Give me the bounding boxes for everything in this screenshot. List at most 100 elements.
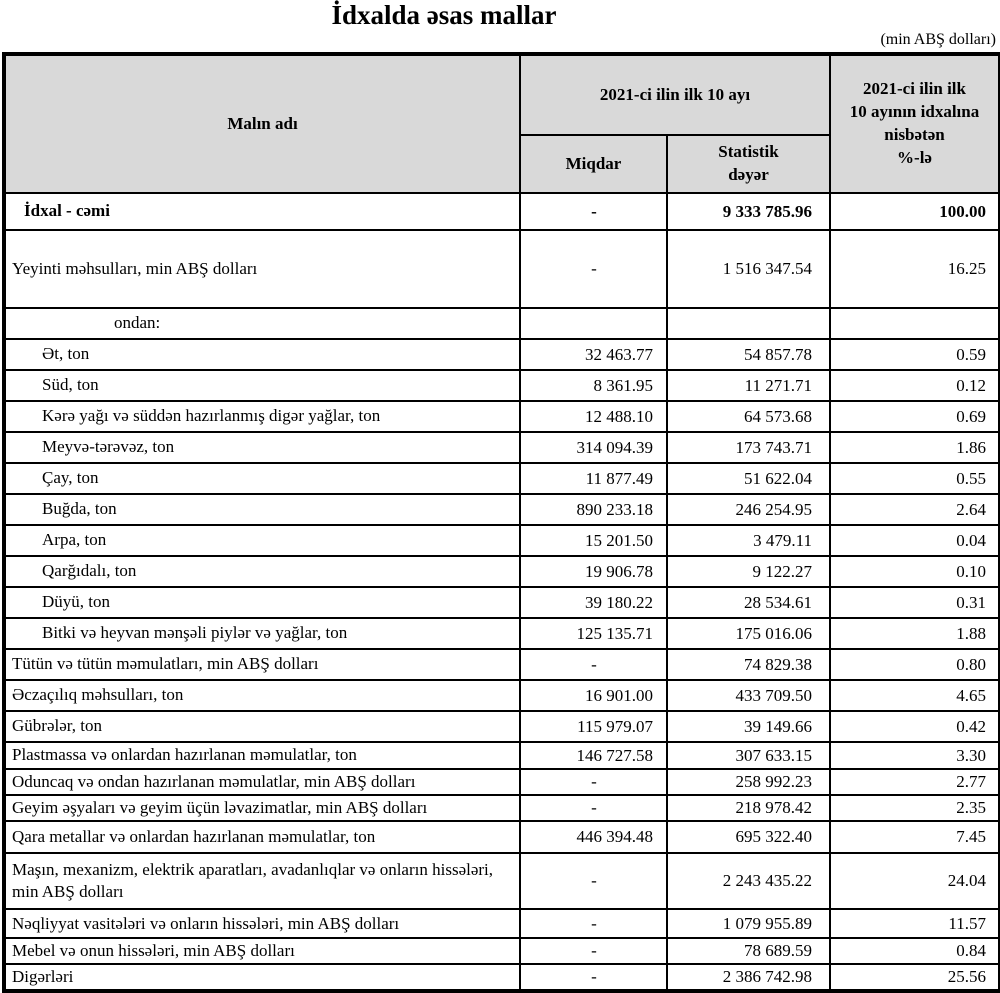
table-header: Malın adı 2021-ci ilin ilk 10 ayı 2021-c… <box>3 53 1000 194</box>
quantity-cell: - <box>519 908 668 940</box>
product-name-cell: Ət, ton <box>3 338 521 371</box>
percent-cell: 0.12 <box>829 369 1000 402</box>
header-row-1: Malın adı 2021-ci ilin ilk 10 ayı 2021-c… <box>3 53 1000 194</box>
table-row: Kərə yağı və süddən hazırlanmış digər ya… <box>3 400 1000 433</box>
stat-value-cell: 54 857.78 <box>666 338 831 371</box>
percent-cell: 1.86 <box>829 431 1000 464</box>
product-name-cell: İdxal - cəmi <box>3 192 521 231</box>
product-name-cell: Kərə yağı və süddən hazırlanmış digər ya… <box>3 400 521 433</box>
product-name-cell: ondan: <box>3 307 521 340</box>
stat-value-cell: 64 573.68 <box>666 400 831 433</box>
stat-value-cell: 695 322.40 <box>666 820 831 855</box>
quantity-cell: 8 361.95 <box>519 369 668 402</box>
page-title: İdxalda əsas mallar <box>331 0 557 30</box>
percent-cell: 1.88 <box>829 617 1000 650</box>
table-row: Mebel və onun hissələri, min ABŞ dolları… <box>3 937 1000 966</box>
table-row: Ət, ton 32 463.77 54 857.78 0.59 <box>3 338 1000 371</box>
header-quantity: Miqdar <box>519 134 668 194</box>
header-period-group: 2021-ci ilin ilk 10 ayı <box>519 53 831 136</box>
table-row: Yeyinti məhsulları, min ABŞ dolları - 1 … <box>3 229 1000 309</box>
percent-cell: 4.65 <box>829 679 1000 712</box>
stat-value-cell: 307 633.15 <box>666 741 831 770</box>
product-name-cell: Oduncaq və ondan hazırlanan məmulatlar, … <box>3 767 521 797</box>
product-name-cell: Qarğıdalı, ton <box>3 555 521 588</box>
table-row: Bitki və heyvan mənşəli piylər və yağlar… <box>3 617 1000 650</box>
stat-value-cell: 9 333 785.96 <box>666 192 831 231</box>
percent-cell: 3.30 <box>829 741 1000 770</box>
product-name-cell: Meyvə-tərəvəz, ton <box>3 431 521 464</box>
percent-cell: 0.59 <box>829 338 1000 371</box>
percent-cell: 0.31 <box>829 586 1000 619</box>
percent-cell: 11.57 <box>829 908 1000 940</box>
table-row: Gübrələr, ton 115 979.07 39 149.66 0.42 <box>3 710 1000 743</box>
percent-cell: 100.00 <box>829 192 1000 231</box>
product-name-cell: Yeyinti məhsulları, min ABŞ dolları <box>3 229 521 309</box>
quantity-cell: - <box>519 648 668 681</box>
percent-cell: 16.25 <box>829 229 1000 309</box>
stat-value-cell: 51 622.04 <box>666 462 831 495</box>
product-name-cell: Mebel və onun hissələri, min ABŞ dolları <box>3 937 521 966</box>
table-row: Əczaçılıq məhsulları, ton 16 901.00 433 … <box>3 679 1000 712</box>
percent-cell: 0.04 <box>829 524 1000 557</box>
stat-value-cell: 1 079 955.89 <box>666 908 831 940</box>
percent-cell: 2.35 <box>829 794 1000 823</box>
table-body: İdxal - cəmi - 9 333 785.96 100.00 Yeyin… <box>3 192 1000 993</box>
header-row-2: Miqdar Statistik dəyər <box>4 134 1000 194</box>
percent-cell: 0.80 <box>829 648 1000 681</box>
table-row: Qarğıdalı, ton 19 906.78 9 122.27 0.10 <box>3 555 1000 588</box>
quantity-cell: - <box>519 937 668 966</box>
stat-value-cell: 175 016.06 <box>666 617 831 650</box>
stat-value-cell: 1 516 347.54 <box>666 229 831 309</box>
quantity-cell: 890 233.18 <box>519 493 668 526</box>
stat-value-cell: 246 254.95 <box>666 493 831 526</box>
quantity-cell: 19 906.78 <box>519 555 668 588</box>
stat-value-cell: 3 479.11 <box>666 524 831 557</box>
quantity-cell: 115 979.07 <box>519 710 668 743</box>
product-name-cell: Plastmassa və onlardan hazırlanan məmula… <box>3 741 521 770</box>
percent-cell: 24.04 <box>829 852 1000 911</box>
percent-cell: 0.69 <box>829 400 1000 433</box>
stat-value-cell: 173 743.71 <box>666 431 831 464</box>
quantity-cell: 15 201.50 <box>519 524 668 557</box>
quantity-cell: 446 394.48 <box>519 820 668 855</box>
imports-table: Malın adı 2021-ci ilin ilk 10 ayı 2021-c… <box>2 52 1000 993</box>
product-name-cell: Çay, ton <box>3 462 521 495</box>
quantity-cell: 32 463.77 <box>519 338 668 371</box>
percent-cell: 0.84 <box>829 937 1000 966</box>
quantity-cell: - <box>519 963 668 993</box>
quantity-cell: - <box>519 192 668 231</box>
stat-value-cell: 28 534.61 <box>666 586 831 619</box>
stat-value-cell: 433 709.50 <box>666 679 831 712</box>
table-row: Geyim əşyaları və geyim üçün ləvazimatla… <box>3 794 1000 823</box>
quantity-cell: 11 877.49 <box>519 462 668 495</box>
percent-cell: 0.55 <box>829 462 1000 495</box>
stat-value-cell: 2 243 435.22 <box>666 852 831 911</box>
table-row: Çay, ton 11 877.49 51 622.04 0.55 <box>3 462 1000 495</box>
quantity-cell: 125 135.71 <box>519 617 668 650</box>
quantity-cell: - <box>519 852 668 911</box>
table-row: Digərləri - 2 386 742.98 25.56 <box>3 963 1000 993</box>
product-name-cell: Arpa, ton <box>3 524 521 557</box>
percent-cell: 0.42 <box>829 710 1000 743</box>
product-name-cell: Geyim əşyaları və geyim üçün ləvazimatla… <box>3 794 521 823</box>
percent-cell <box>829 307 1000 340</box>
stat-value-cell: 74 829.38 <box>666 648 831 681</box>
quantity-cell: 146 727.58 <box>519 741 668 770</box>
header-stat-value: Statistik dəyər <box>666 134 831 194</box>
quantity-cell: 314 094.39 <box>519 431 668 464</box>
table-row: Nəqliyyat vasitələri və onların hissələr… <box>3 908 1000 940</box>
table-row: Oduncaq və ondan hazırlanan məmulatlar, … <box>3 767 1000 797</box>
percent-cell: 25.56 <box>829 963 1000 993</box>
quantity-cell: 39 180.22 <box>519 586 668 619</box>
quantity-cell: - <box>519 229 668 309</box>
stat-value-cell: 9 122.27 <box>666 555 831 588</box>
table-row: Düyü, ton 39 180.22 28 534.61 0.31 <box>3 586 1000 619</box>
table-row: Arpa, ton 15 201.50 3 479.11 0.04 <box>3 524 1000 557</box>
product-name-cell: Nəqliyyat vasitələri və onların hissələr… <box>3 908 521 940</box>
product-name-cell: Tütün və tütün məmulatları, min ABŞ doll… <box>3 648 521 681</box>
stat-value-cell: 11 271.71 <box>666 369 831 402</box>
stat-value-cell: 258 992.23 <box>666 767 831 797</box>
product-name-cell: Buğda, ton <box>3 493 521 526</box>
header-product-name: Malın adı <box>3 53 521 194</box>
table-row: Maşın, mexanizm, elektrik aparatları, av… <box>3 852 1000 911</box>
